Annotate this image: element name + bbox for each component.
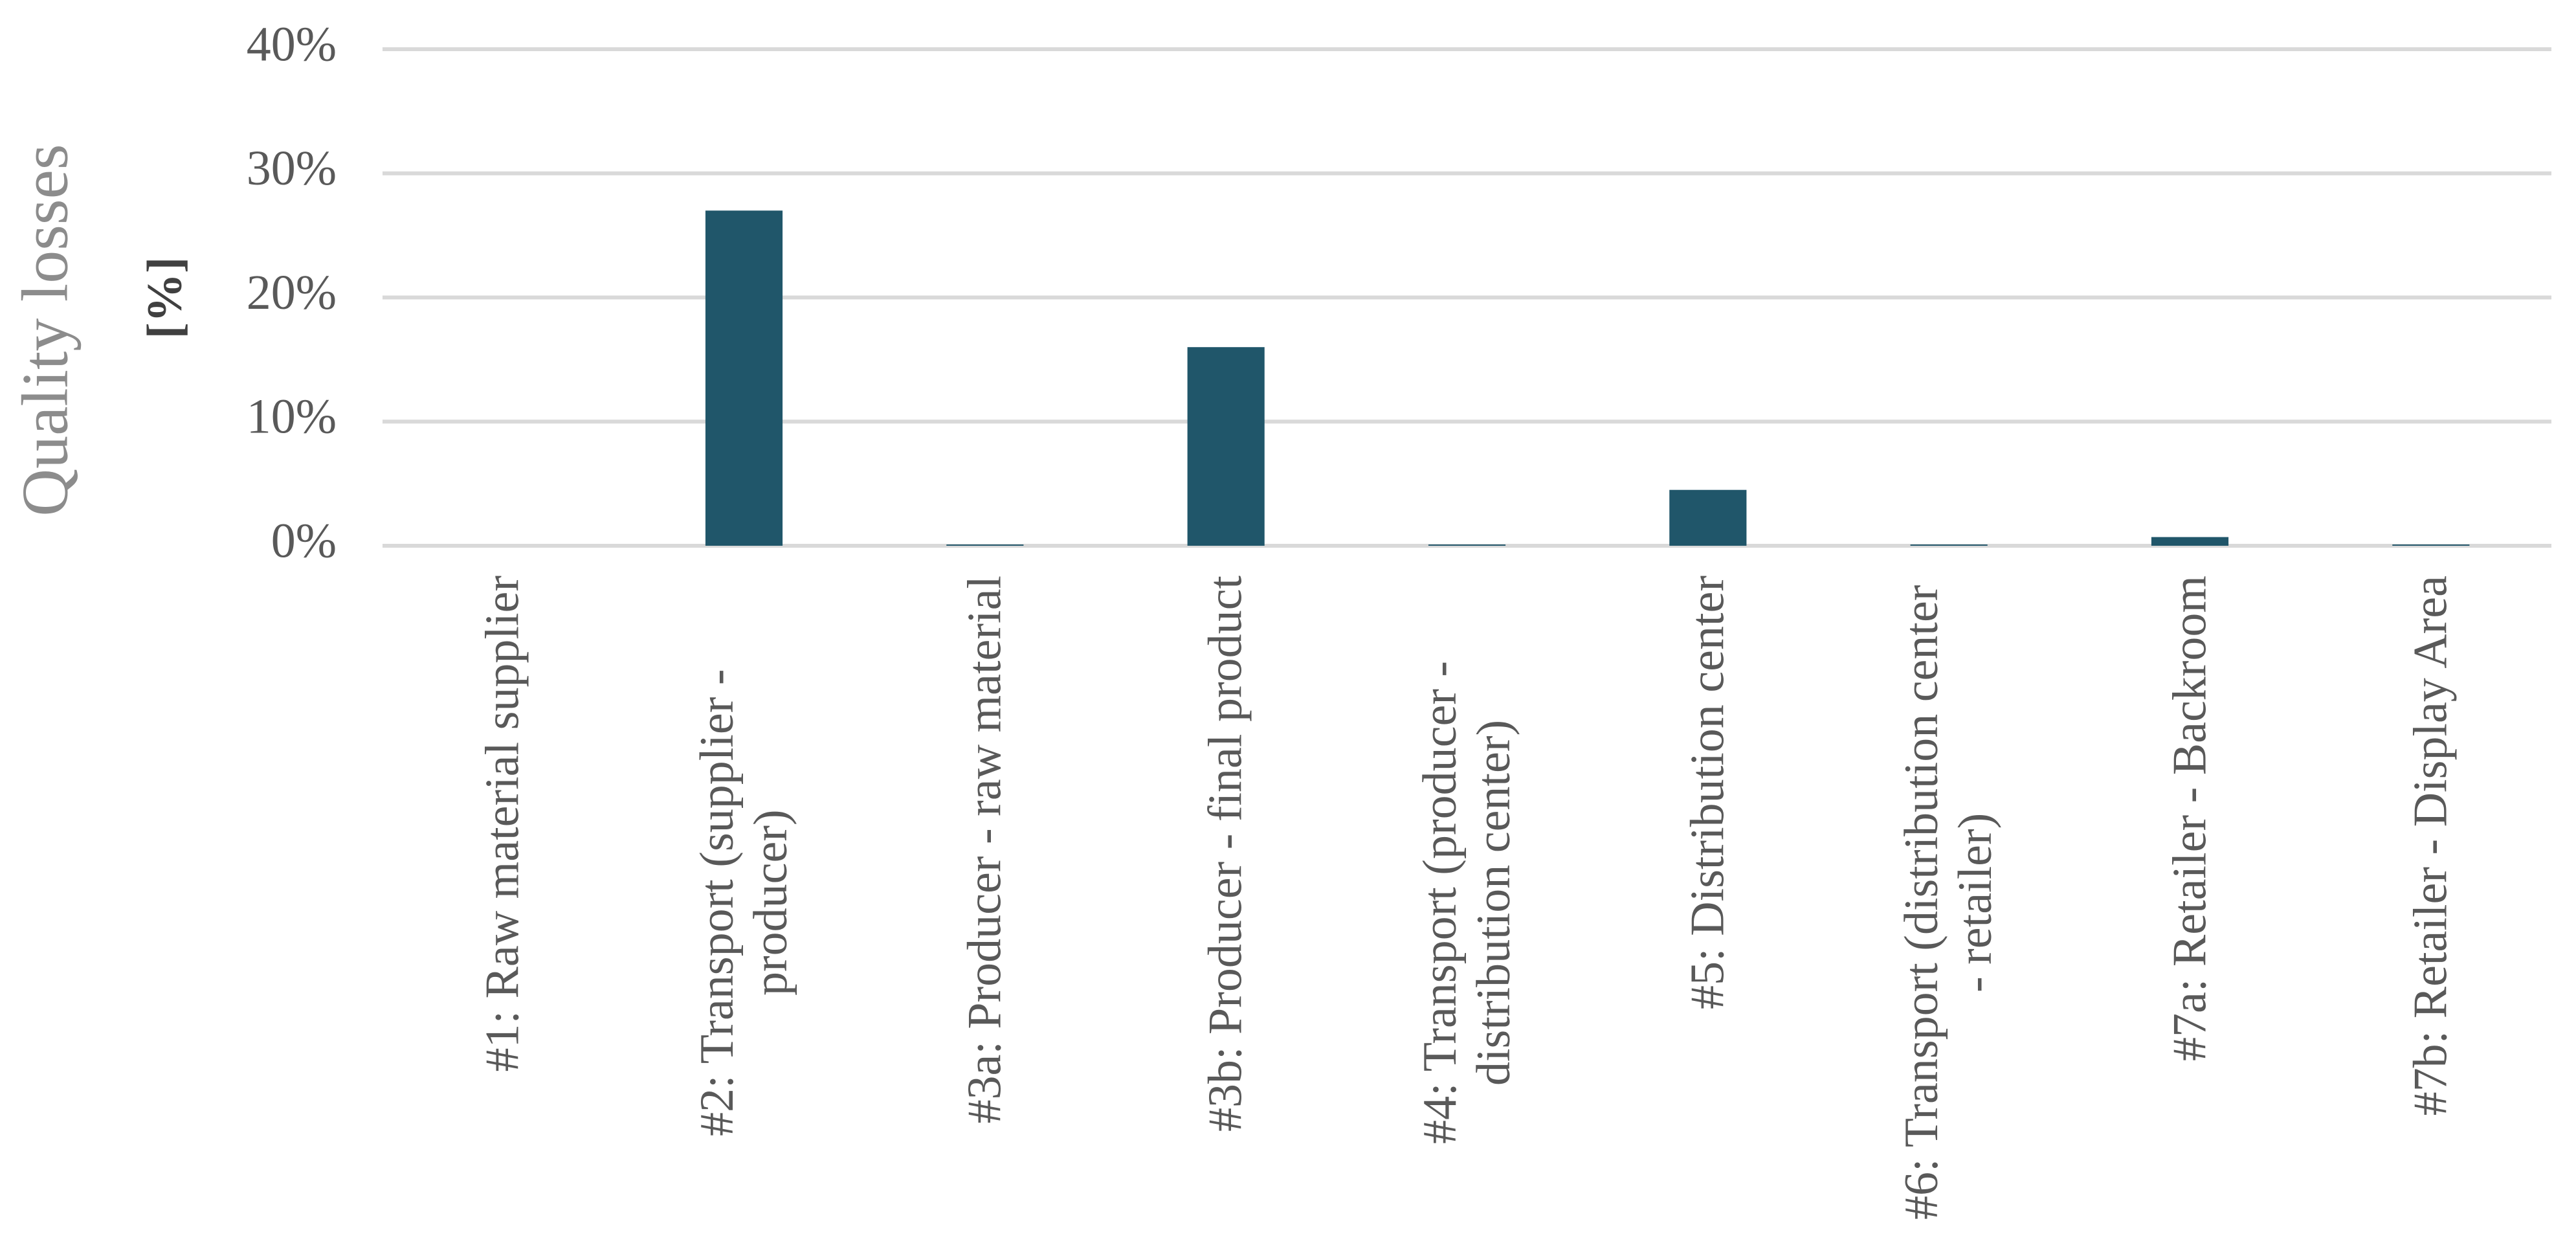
y-tick-label: 0% bbox=[271, 513, 337, 568]
x-tick-label: #7b: Retailer - Display Area bbox=[2404, 576, 2458, 1116]
bar bbox=[1910, 544, 1988, 546]
bar bbox=[705, 210, 783, 546]
bar bbox=[2151, 537, 2229, 546]
y-axis-unit: [%] bbox=[137, 257, 192, 339]
y-tick-label: 20% bbox=[247, 265, 337, 320]
y-axis-label: Quality losses bbox=[8, 144, 82, 516]
y-tick-label: 40% bbox=[247, 17, 337, 71]
x-tick-label: #3a: Producer - raw material bbox=[958, 576, 1012, 1124]
x-tick-label: #4: Transport (producer - distribution c… bbox=[1413, 660, 1520, 1145]
bar bbox=[1428, 544, 1506, 546]
bar bbox=[1187, 347, 1265, 546]
y-tick-label: 30% bbox=[247, 141, 337, 196]
bar bbox=[946, 544, 1024, 546]
x-tick-label: #7a: Retailer - Backroom bbox=[2163, 576, 2217, 1062]
x-tick-label: #3b: Producer - final product bbox=[1199, 576, 1252, 1132]
bar bbox=[1669, 489, 1747, 546]
x-tick-label: #1: Raw material supplier bbox=[476, 576, 529, 1072]
x-tick-label: #2: Transport (supplier - producer) bbox=[690, 669, 797, 1136]
bar bbox=[2392, 544, 2470, 546]
x-tick-label: #5: Distribution center bbox=[1681, 576, 1735, 1009]
x-tick-label: #6: Transport (distribution center - ret… bbox=[1895, 585, 2003, 1220]
y-tick-label: 10% bbox=[247, 390, 337, 444]
